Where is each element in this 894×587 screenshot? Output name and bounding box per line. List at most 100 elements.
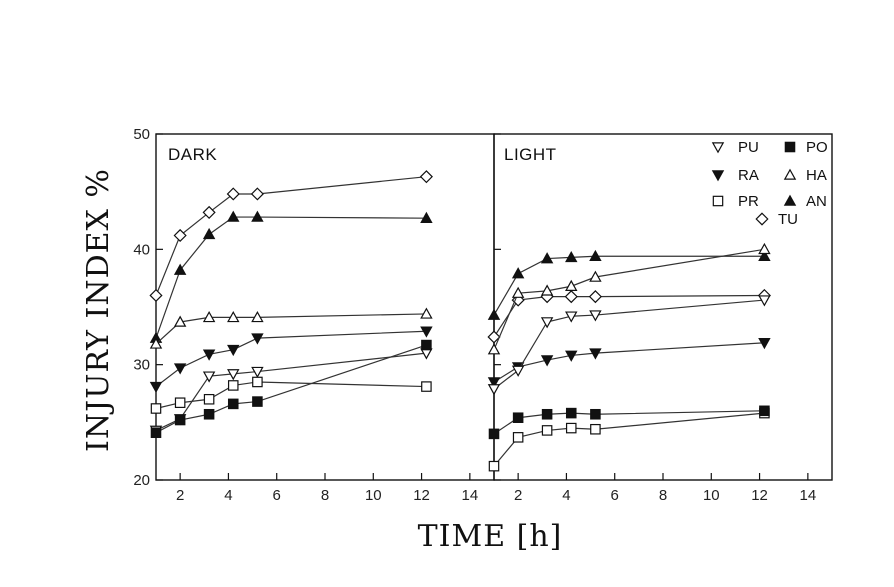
- data-point-ra: [589, 348, 602, 360]
- data-point-an: [202, 227, 216, 240]
- series-layer: [149, 170, 771, 472]
- legend-marker-po: [784, 141, 796, 153]
- data-point-pu: [540, 317, 554, 329]
- data-point-ra: [758, 337, 771, 350]
- data-point-po: [252, 396, 263, 407]
- dark-panel-title: DARK: [168, 145, 217, 164]
- data-point-tu: [564, 290, 578, 304]
- y-tick-label: 30: [133, 357, 150, 374]
- legend-label-pr: PR: [738, 193, 759, 210]
- series-line-dark-ha: [155, 313, 427, 345]
- legend-marker-ra: [711, 170, 725, 182]
- data-point-pu: [202, 371, 216, 383]
- data-point-an: [251, 210, 264, 222]
- data-point-ha: [227, 310, 240, 323]
- series-line-light-tu: [493, 294, 765, 338]
- data-point-pr: [512, 432, 524, 443]
- data-point-pu: [511, 365, 525, 377]
- x-tick-label: 8: [659, 487, 667, 504]
- data-point-pr: [150, 403, 162, 414]
- data-point-pu: [227, 369, 240, 381]
- legend-marker-ha: [783, 168, 797, 180]
- data-point-ha: [589, 270, 602, 282]
- x-tick-label: 6: [611, 487, 619, 504]
- x-tick-label: 6: [273, 487, 281, 504]
- y-tick-label: 20: [133, 472, 150, 489]
- data-point-pu: [251, 366, 264, 379]
- x-tick-label: 2: [176, 487, 184, 504]
- legend-label-pu: PU: [738, 139, 759, 156]
- legend-item-pr: PR: [712, 193, 759, 210]
- data-point-pr: [488, 460, 500, 472]
- data-point-po: [565, 407, 577, 419]
- x-axis-title: TIME [h]: [418, 519, 563, 554]
- data-point-ha: [540, 284, 554, 296]
- data-point-ra: [202, 349, 216, 361]
- data-point-po: [512, 412, 524, 424]
- data-point-tu: [588, 290, 602, 304]
- data-point-an: [589, 249, 602, 262]
- series-line-light-ra: [493, 342, 765, 383]
- data-point-po: [488, 428, 500, 440]
- y-axis-title: INJURY INDEX %: [81, 168, 116, 452]
- y-tick-label: 40: [133, 241, 150, 258]
- data-point-pu: [589, 310, 602, 322]
- data-point-ra: [420, 326, 433, 338]
- data-point-ha: [202, 310, 216, 323]
- series-line-light-ha: [493, 248, 765, 350]
- legend-label-an: AN: [806, 193, 827, 210]
- data-point-pr: [252, 376, 263, 388]
- axes-layer: 20 30 40 50 2 4 6 8 10 12 14 2 4 6 8 10 12 14: [133, 126, 816, 504]
- x-tick-label: 2: [514, 487, 522, 504]
- x-tick-label: 14: [800, 487, 817, 504]
- light-panel-title: LIGHT: [504, 145, 557, 164]
- x-tick-label: 8: [321, 487, 329, 504]
- series-line-light-po: [493, 410, 765, 435]
- data-point-ha: [149, 337, 163, 349]
- data-point-an: [565, 250, 578, 263]
- y-tick-label: 50: [133, 126, 150, 143]
- data-point-an: [227, 210, 240, 222]
- data-point-ra: [487, 377, 501, 389]
- data-point-pr: [565, 422, 577, 434]
- data-point-an: [511, 267, 525, 279]
- data-point-po: [227, 398, 239, 410]
- legend-label-ra: RA: [738, 167, 759, 184]
- legend-item-ra: RA: [711, 167, 759, 184]
- data-point-ra: [540, 355, 554, 367]
- series-line-dark-ra: [155, 330, 427, 388]
- data-point-po: [150, 427, 162, 438]
- legend-marker-pr: [712, 195, 724, 207]
- data-point-an: [173, 263, 187, 275]
- data-point-pr: [590, 423, 601, 435]
- data-point-pu: [565, 311, 578, 323]
- legend-label-tu: TU: [778, 211, 798, 228]
- data-point-tu: [511, 293, 525, 307]
- legend-label-ha: HA: [806, 167, 827, 184]
- data-point-ha: [420, 307, 433, 319]
- data-point-tu: [173, 228, 187, 243]
- legend-item-po: PO: [784, 139, 828, 156]
- data-point-pu: [487, 384, 501, 396]
- data-point-po: [174, 414, 186, 426]
- data-point-an: [487, 308, 501, 320]
- data-point-tu: [419, 170, 433, 184]
- data-point-pr: [421, 381, 432, 392]
- legend-marker-tu: [755, 212, 769, 226]
- data-point-pr: [227, 380, 239, 391]
- x-tick-label: 12: [751, 487, 768, 504]
- data-point-ra: [251, 333, 264, 345]
- series-line-light-pr: [493, 412, 765, 467]
- legend: PU PO RA HA PR AN TU: [711, 139, 828, 228]
- data-point-po: [541, 408, 553, 420]
- data-point-ha: [173, 315, 187, 327]
- data-point-po: [421, 339, 432, 351]
- data-point-tu: [250, 187, 264, 201]
- x-tick-label: 10: [703, 487, 720, 504]
- legend-item-pu: PU: [711, 139, 759, 156]
- data-point-ra: [173, 363, 187, 375]
- data-point-an: [420, 211, 433, 223]
- data-point-ha: [758, 242, 771, 255]
- data-point-tu: [226, 187, 240, 201]
